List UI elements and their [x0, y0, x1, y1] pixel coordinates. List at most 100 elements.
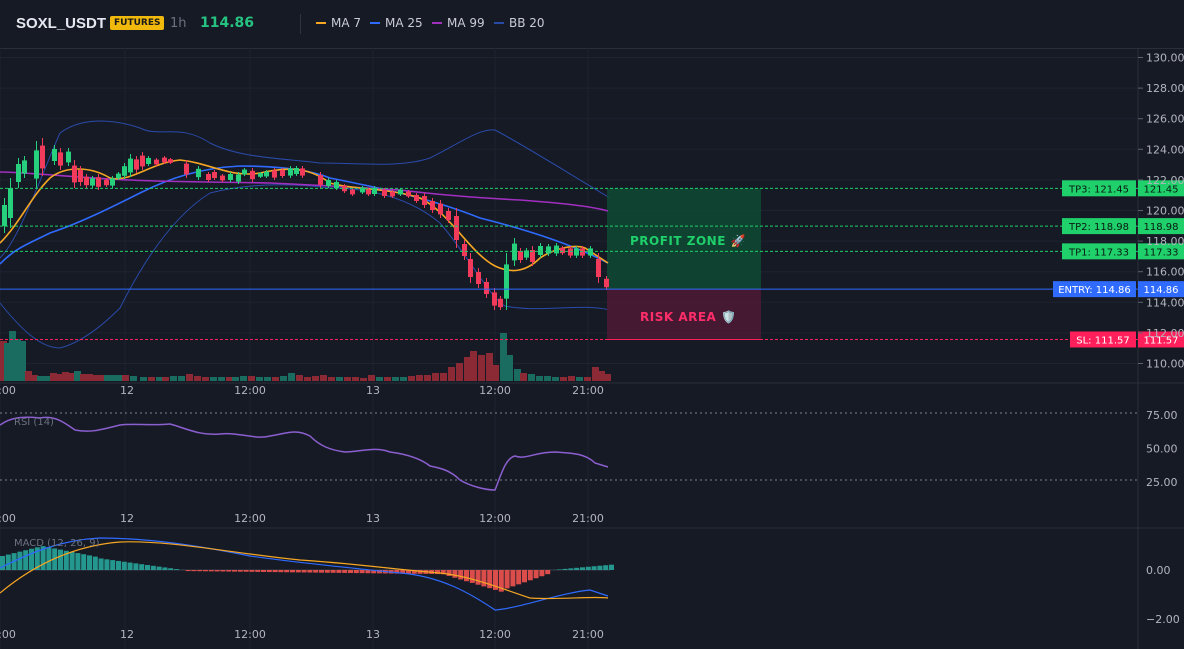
candle-body	[538, 246, 543, 255]
macd-tick-label: 0.00	[1146, 564, 1171, 577]
volume-bar	[598, 371, 605, 381]
time-label: 13	[366, 628, 380, 641]
header-divider	[300, 14, 301, 34]
candle-body	[258, 173, 263, 177]
macd-histogram-bar	[342, 570, 348, 573]
volume-bar	[536, 376, 543, 381]
volume-bar	[264, 377, 271, 381]
volume-bar	[37, 376, 44, 381]
rsi-tick-label: 25.00	[1146, 476, 1178, 489]
candle-body	[382, 190, 387, 196]
macd-histogram-bar	[295, 570, 301, 573]
macd-histogram-bar	[446, 570, 452, 576]
volume-bar	[376, 377, 383, 381]
macd-histogram-bar	[522, 570, 527, 583]
volume-bar	[9, 331, 16, 381]
price-tick-label: 112.00	[1146, 327, 1184, 340]
macd-histogram-bar	[278, 570, 284, 573]
candle-body	[390, 191, 395, 197]
candle-body	[220, 175, 225, 181]
volume-bar	[116, 375, 123, 381]
risk-zone-box	[607, 289, 761, 340]
trading-chart[interactable]: TP3: 121.45 121.45 TP2: 118.98 118.98 TP1: 1…	[0, 48, 1184, 649]
candle-body	[2, 205, 7, 226]
macd-line	[0, 537, 609, 611]
candle-body	[206, 174, 211, 180]
volume-bar	[568, 376, 575, 381]
legend-bb20[interactable]: BB 20	[494, 16, 545, 30]
legend-label: MA 25	[385, 16, 423, 30]
volume-bar	[218, 377, 225, 381]
volume-bar	[194, 376, 201, 381]
candle-body	[334, 182, 339, 188]
macd-histogram-bar	[574, 567, 580, 570]
symbol-name[interactable]: SOXL_USDT	[16, 15, 107, 32]
macd-histogram-bar	[469, 570, 475, 583]
volume-bar	[240, 376, 247, 381]
macd-histogram-bar	[92, 556, 98, 570]
grid	[0, 48, 1138, 649]
bb-lower	[0, 184, 611, 349]
macd-histogram-bar	[452, 570, 458, 578]
time-label: 12:00	[479, 384, 511, 397]
macd-histogram-bar	[237, 570, 243, 572]
tp1-tag-box	[1062, 243, 1136, 260]
volume-bar	[604, 374, 611, 381]
candle-body	[492, 292, 497, 306]
time-label: 12:00	[0, 384, 16, 397]
candle-body	[596, 259, 601, 277]
timeframe-label[interactable]: 1h	[170, 16, 187, 31]
legend-ma25[interactable]: MA 25	[370, 16, 423, 30]
candle-body	[104, 179, 109, 186]
legend-ma7[interactable]: MA 7	[316, 16, 361, 30]
volume-bar	[92, 375, 99, 381]
macd-histogram-bar	[313, 570, 319, 573]
volume-bar	[506, 355, 513, 381]
candle-body	[438, 203, 443, 215]
volume-bar	[104, 375, 111, 381]
price-tick-label: 110.00	[1146, 358, 1184, 371]
macd-histogram-bar	[145, 565, 150, 570]
candle-body	[468, 259, 473, 277]
volume-bar	[272, 377, 279, 381]
macd-histogram-bar	[52, 548, 58, 570]
volume-bar	[528, 374, 535, 381]
candle-body	[134, 159, 139, 170]
macd-histogram-bar	[197, 570, 203, 572]
volume-bar	[232, 377, 239, 381]
macd-histogram-bar	[411, 570, 417, 574]
legend-label: MA 99	[447, 16, 485, 30]
macd-histogram-bar	[533, 570, 539, 579]
candle-body	[546, 246, 551, 254]
candle-body	[530, 250, 535, 262]
volume-bar	[74, 371, 81, 381]
time-axis: 12:00 12 12:00 13 12:00 21:00 12:00 12 12:00 13 12…	[0, 384, 604, 641]
candle-body	[588, 248, 593, 256]
candle-body	[196, 168, 201, 178]
candle-body	[454, 216, 459, 240]
volume-bar	[336, 377, 343, 381]
profit-zone-label: PROFIT ZONE 🚀	[630, 234, 746, 248]
macd-histogram-bar	[580, 567, 585, 570]
candle-body	[554, 245, 559, 254]
macd-tick-label: −2.00	[1146, 613, 1180, 626]
macd-histogram-bar	[46, 547, 52, 570]
candle-body	[518, 251, 523, 260]
volume-bar	[592, 367, 599, 381]
macd-histogram-bar	[527, 570, 533, 581]
macd-histogram-bar	[435, 570, 440, 575]
macd-histogram-bar	[17, 551, 23, 570]
volume-bar	[122, 375, 129, 381]
macd-histogram-bar	[162, 567, 168, 570]
candle-body	[422, 196, 427, 205]
rsi-tick-label: 50.00	[1146, 443, 1178, 456]
macd-histogram-bar	[110, 560, 116, 570]
legend-ma99[interactable]: MA 99	[432, 16, 485, 30]
ma25-line	[0, 165, 609, 265]
candle-body	[16, 164, 21, 182]
candle-body	[212, 172, 217, 178]
legend-swatch-icon	[494, 22, 504, 24]
tp3-tag-label: TP3: 121.45	[1068, 184, 1129, 195]
candle-body	[110, 178, 115, 186]
macd-histogram-bar	[191, 570, 197, 572]
